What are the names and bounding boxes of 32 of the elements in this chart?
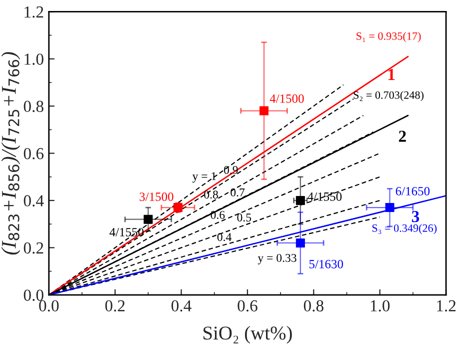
series-label: 2 <box>398 130 406 142</box>
series-label: 5/1630 <box>309 260 343 268</box>
series-label: y = 0.33 <box>258 254 296 264</box>
y-tick-label: 0.4 <box>24 195 44 206</box>
x-tick-label: 0.4 <box>171 300 192 312</box>
annotation: S₃ = 0.349(26) <box>372 224 437 234</box>
annotation: S₂ = 0.703(248) <box>354 91 424 102</box>
x-tick-label: 1.2 <box>437 300 456 312</box>
x-tick-label: 0.2 <box>105 300 125 312</box>
x-tick-label: 0.8 <box>304 300 324 312</box>
series-label: 6/1650 <box>396 186 430 196</box>
y-tick-label: 1.2 <box>24 6 44 18</box>
x-tick-label: 0.6 <box>238 300 258 312</box>
y-tick-label: 0.2 <box>24 242 44 254</box>
series-label: 4/1500 <box>270 94 304 103</box>
y-tick-label: 0.6 <box>24 148 44 160</box>
text: (I$_{823}$+I$_{856}$)/(I$_{725}$+I$_{766}$) <box>1 52 20 255</box>
y-tick-label: 1.0 <box>24 54 44 65</box>
series-label: 3 <box>412 210 420 222</box>
series-label: 0.8 <box>204 190 218 199</box>
annotation: S₁ = 0.935(17) <box>356 32 421 42</box>
series-label: 0.7 <box>230 188 245 196</box>
series-label: 0.4 <box>217 233 232 242</box>
x-tick-label: 0.0 <box>39 300 59 312</box>
series-label: 0.5 <box>237 214 252 222</box>
y-tick-label: 0.8 <box>24 100 44 112</box>
series-label: 1 <box>388 68 395 80</box>
series-label: 4/1550 <box>308 192 342 201</box>
x-tick-label: 1.0 <box>370 300 390 312</box>
y-tick-label: 0.0 <box>24 290 44 301</box>
series-label: 3/1500 <box>140 192 174 201</box>
x-axis-title: SiO₂ (wt%) <box>204 326 292 344</box>
